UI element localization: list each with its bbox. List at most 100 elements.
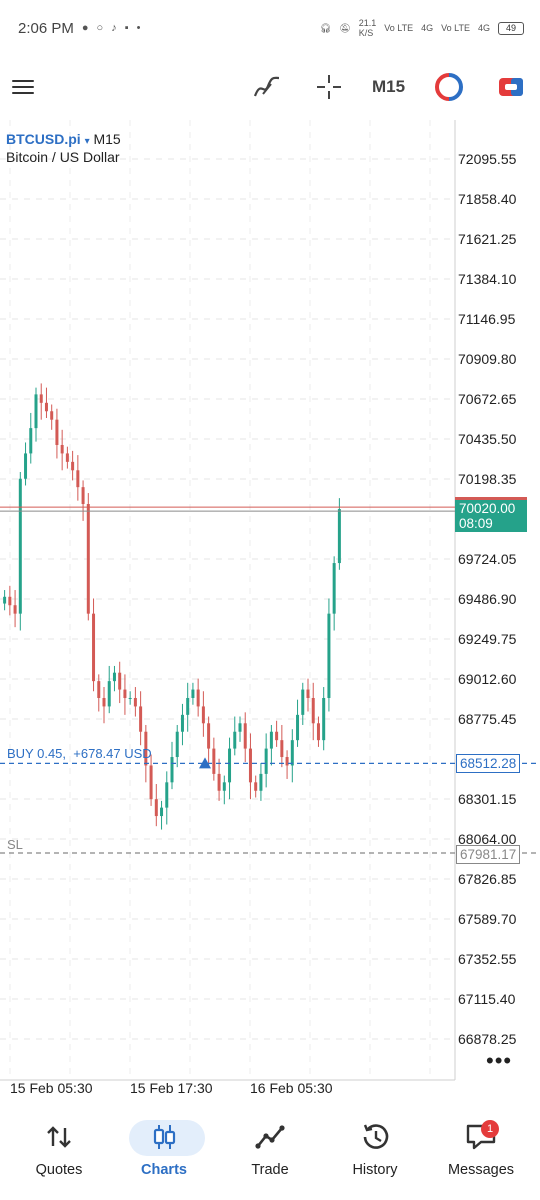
buy-price-box: 68512.28 — [456, 754, 521, 773]
dot-icon: • — [136, 22, 141, 34]
crosshair-icon[interactable] — [314, 72, 344, 102]
price-tick-label: 69724.05 — [458, 551, 517, 567]
candle-body — [332, 563, 336, 614]
price-tick-label: 71621.25 — [458, 231, 517, 247]
candle-body — [160, 807, 164, 817]
price-tick-label: 68301.15 — [458, 791, 517, 807]
buy-entry-arrow-icon — [199, 757, 211, 769]
candle-body — [259, 773, 263, 791]
indicators-icon[interactable] — [252, 72, 282, 102]
candle-body — [191, 689, 195, 698]
candle-body — [212, 748, 216, 774]
candle-body — [248, 748, 252, 783]
candle-body — [228, 748, 232, 783]
candle-body — [3, 596, 7, 604]
chart-timeframe: M15 — [93, 131, 121, 147]
nav-messages-label: Messages — [447, 1162, 515, 1178]
candle-body — [112, 672, 116, 682]
price-tick-label: 67826.85 — [458, 871, 517, 887]
nav-history[interactable]: History — [321, 1108, 429, 1200]
nav-quotes[interactable]: Quotes — [5, 1108, 113, 1200]
circle-icon: ○ — [96, 22, 104, 34]
price-tick-label: 71146.95 — [458, 311, 516, 327]
candle-body — [196, 689, 200, 707]
nav-trade-label: Trade — [251, 1162, 289, 1178]
sl-price-box: 67981.17 — [456, 845, 521, 864]
candle-body — [107, 681, 111, 707]
candle-body — [254, 782, 258, 791]
candle-body — [201, 706, 205, 724]
candle-body — [301, 689, 305, 715]
price-tick-label: 68775.45 — [458, 711, 517, 727]
price-tick-label: 72095.55 — [458, 151, 517, 167]
menu-icon[interactable] — [12, 76, 34, 96]
time-tick-label: 15 Feb 05:30 — [10, 1080, 93, 1096]
candle-body — [97, 681, 101, 698]
net-speed: 21.1 K/S — [358, 18, 377, 38]
price-tick-label: 70672.65 — [458, 391, 517, 407]
candle-body — [165, 782, 169, 808]
candle-body — [222, 782, 226, 791]
candle-body — [275, 731, 279, 741]
nav-trade[interactable]: Trade — [216, 1108, 324, 1200]
candle-body — [55, 419, 59, 445]
candle-body — [207, 723, 211, 749]
buy-position-label[interactable]: BUY 0.45, +678.47 USD — [7, 746, 152, 761]
chevron-down-icon[interactable]: ▾ — [84, 136, 90, 147]
time-tick-label: 15 Feb 17:30 — [130, 1080, 213, 1096]
candle-body — [269, 731, 273, 749]
price-chart[interactable]: 72095.55 71858.40 71621.25 71384.10 71146.95… — [0, 120, 540, 1110]
candle-body — [39, 394, 43, 403]
chart-symbol-header[interactable]: BTCUSD.pi ▾ M15 — [6, 131, 121, 147]
candle-body — [81, 487, 85, 505]
candle-body — [133, 697, 137, 707]
nav-charts[interactable]: Charts — [110, 1108, 218, 1200]
timeframe-selector[interactable]: M15 — [372, 77, 406, 96]
nav-history-label: History — [352, 1162, 398, 1178]
mute-icon: 🔕︎ — [339, 22, 351, 33]
candle-body — [128, 697, 132, 699]
app-icon: ▪ — [124, 22, 129, 34]
candle-body — [170, 757, 174, 783]
notification-icons: ● ○ ♪ ▪ • — [82, 22, 141, 34]
candle-body — [311, 697, 315, 724]
candle-body — [264, 748, 268, 774]
stop-loss-label[interactable]: SL — [7, 837, 23, 852]
candle-body — [44, 402, 48, 412]
bottom-nav: Quotes Charts Trade History Messages — [0, 1108, 540, 1200]
price-tick-label: 69249.75 — [458, 631, 517, 647]
nav-messages[interactable]: Messages — [427, 1108, 535, 1200]
one-click-trading-icon[interactable] — [434, 72, 464, 102]
nav-quotes-label: Quotes — [35, 1162, 83, 1178]
candle-body — [65, 453, 69, 462]
symbol-description: Bitcoin / US Dollar — [6, 149, 120, 165]
charts-icon — [153, 1125, 176, 1149]
candle-body — [154, 799, 158, 817]
candle-body — [296, 714, 300, 741]
price-tick-label: 69486.90 — [458, 591, 517, 607]
price-tick-label: 67589.70 — [458, 911, 517, 927]
candle-body — [238, 723, 242, 732]
trade-panel-icon[interactable] — [496, 72, 526, 102]
price-tick-label: 67115.40 — [458, 991, 516, 1007]
candle-body — [24, 453, 28, 479]
candle-body — [186, 697, 190, 715]
symbol-name[interactable]: BTCUSD.pi — [6, 131, 81, 147]
candle-body — [50, 411, 54, 420]
candle-body — [175, 731, 179, 758]
history-icon — [363, 1124, 389, 1149]
candle-body — [180, 714, 184, 732]
candle-body — [337, 509, 341, 564]
candle-body — [71, 461, 75, 471]
nav-charts-label: Charts — [141, 1162, 187, 1178]
price-tick-label: 67352.55 — [458, 951, 517, 967]
time-tick-label: 16 Feb 05:30 — [250, 1080, 333, 1096]
price-tick-label: 68064.00 — [458, 831, 517, 847]
candle-body — [280, 740, 284, 758]
trade-icon — [255, 1125, 285, 1149]
bar-countdown: 08:09 — [459, 516, 493, 531]
price-tick-label: 66878.25 — [458, 1031, 517, 1047]
more-options-icon[interactable]: ••• — [486, 1048, 513, 1073]
candle-body — [316, 723, 320, 741]
candle-body — [327, 613, 331, 698]
